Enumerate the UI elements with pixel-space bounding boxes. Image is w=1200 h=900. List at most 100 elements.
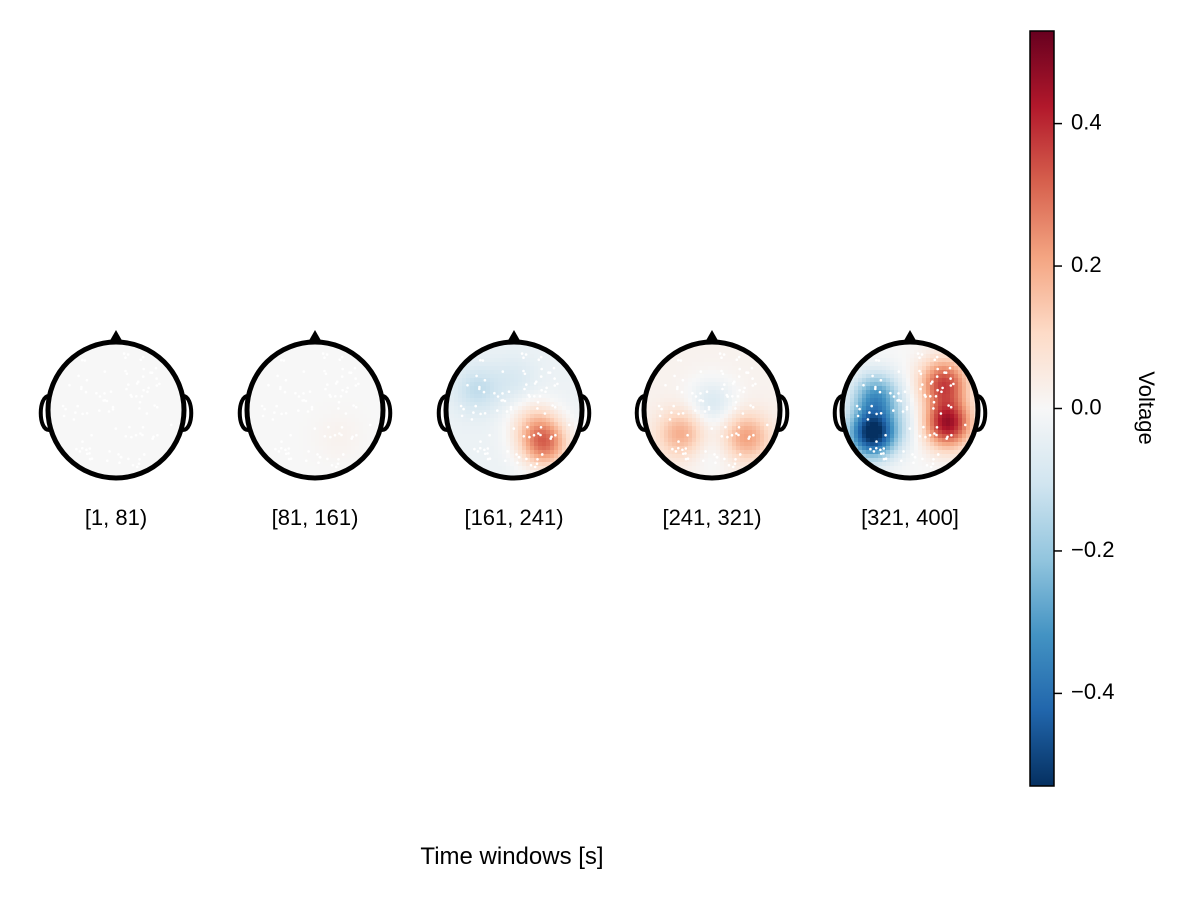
heatmap-cell [148,342,153,347]
heatmap-cell [100,374,105,379]
electrode-marker [501,392,504,395]
heatmap-cell [578,370,582,375]
heatmap-cell [76,426,81,431]
heatmap-cell [648,426,653,431]
heatmap-cell [132,458,137,463]
heatmap-cell [311,358,316,363]
heatmap-cell [518,426,523,431]
heatmap-cell [708,446,713,451]
electrode-marker [754,382,757,386]
heatmap-cell [72,358,77,363]
heatmap-cell [100,442,105,447]
heatmap-cell [152,418,157,423]
heatmap-cell [760,346,765,351]
heatmap-cell [136,438,141,443]
heatmap-cell [450,362,455,367]
heatmap-cell [538,430,543,435]
heatmap-cell [716,410,721,415]
heatmap-cell [712,418,717,423]
heatmap-cell [688,374,693,379]
heatmap-cell [450,426,455,431]
heatmap-cell [132,386,137,391]
heatmap-cell [287,374,292,379]
heatmap-cell [156,370,161,375]
heatmap-cell [379,442,383,447]
heatmap-cell [311,466,316,471]
heatmap-cell [259,346,264,351]
heatmap-cell [684,358,689,363]
heatmap-cell [474,370,479,375]
heatmap-cell [704,434,709,439]
heatmap-cell [772,470,777,475]
heatmap-cell [648,350,653,355]
heatmap-cell [275,390,280,395]
heatmap-cell [355,394,360,399]
heatmap-cell [554,366,559,371]
heatmap-cell [712,346,717,351]
heatmap-cell [160,422,165,427]
heatmap-cell [728,462,733,467]
heatmap-cell [744,354,749,359]
heatmap-cell [152,398,157,403]
heatmap-cell [100,354,105,359]
heatmap-cell [251,366,256,371]
electrode-marker [520,352,524,355]
heatmap-cell [60,438,65,443]
heatmap-cell [498,362,503,367]
heatmap-cell [768,402,773,407]
heatmap-cell [664,378,669,383]
heatmap-cell [120,346,125,351]
heatmap-cell [542,442,547,447]
heatmap-cell [756,426,761,431]
heatmap-cell [478,406,483,411]
heatmap-cell [466,430,471,435]
heatmap-cell [566,402,571,407]
heatmap-cell [510,410,515,415]
heatmap-cell [728,454,733,459]
heatmap-cell [315,414,320,419]
heatmap-cell [331,374,336,379]
heatmap-cell [768,454,773,459]
heatmap-cell [672,382,677,387]
heatmap-cell [112,362,117,367]
heatmap-cell [768,426,773,431]
heatmap-cell [287,454,292,459]
heatmap-cell [506,366,511,371]
heatmap-cell [684,426,689,431]
heatmap-cell [502,390,507,395]
heatmap-cell [371,418,376,423]
heatmap-cell [283,366,288,371]
heatmap-cell [140,418,145,423]
heatmap-cell [570,470,575,475]
heatmap-cell [247,362,252,367]
heatmap-cell [251,358,256,363]
heatmap-cell [732,422,737,427]
heatmap-cell [375,398,380,403]
heatmap-cell [688,350,693,355]
heatmap-cell [343,426,348,431]
heatmap-cell [652,358,657,363]
heatmap-cell [371,466,376,471]
electrode-marker [284,378,288,382]
heatmap-cell [486,434,491,439]
heatmap-cell [104,430,109,435]
heatmap-cell [255,350,260,355]
heatmap-cell [526,470,531,475]
heatmap-cell [303,402,308,407]
heatmap-cell [542,350,547,355]
heatmap-cell [136,430,141,435]
heatmap-cell [148,354,153,359]
electrode-marker [90,433,93,437]
heatmap-cell [648,422,653,427]
heatmap-cell [355,442,360,447]
heatmap-cell [315,382,320,387]
heatmap-cell [728,430,733,435]
heatmap-cell [100,462,105,467]
heatmap-cell [570,378,575,383]
heatmap-cell [271,446,276,451]
nose [506,330,522,344]
heatmap-cell [486,418,491,423]
heatmap-cell [720,366,725,371]
heatmap-cell [668,430,673,435]
heatmap-cell [664,426,669,431]
